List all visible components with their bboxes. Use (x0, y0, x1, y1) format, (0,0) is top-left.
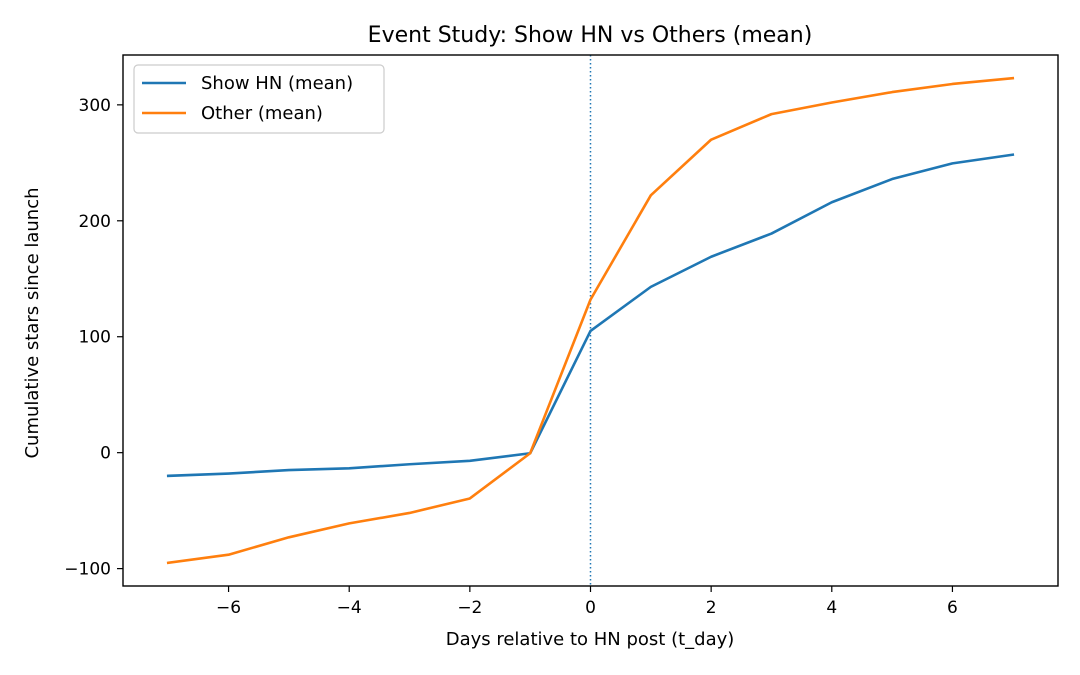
y-tick-label: 300 (79, 96, 111, 116)
y-tick-label: 100 (79, 328, 111, 348)
series-line-show-hn (166, 153, 1015, 478)
x-axis: −6 −4 −2 0 2 4 6 (216, 586, 958, 618)
y-tick-label: 0 (100, 444, 111, 464)
y-axis: −100 0 100 200 300 (64, 96, 123, 580)
x-tick-label: −6 (216, 598, 241, 618)
x-tick-label: 4 (826, 598, 837, 618)
legend-label: Show HN (mean) (201, 73, 353, 94)
y-tick-label: −100 (64, 560, 111, 580)
y-tick-label: 200 (79, 212, 111, 232)
legend-label: Other (mean) (201, 103, 323, 124)
series-layer (166, 76, 1015, 565)
x-tick-label: 0 (585, 598, 596, 618)
x-tick-label: −4 (337, 598, 362, 618)
chart-title: Event Study: Show HN vs Others (mean) (368, 23, 813, 48)
y-axis-label: Cumulative stars since launch (22, 187, 43, 458)
x-tick-label: 2 (706, 598, 717, 618)
legend: Show HN (mean) Other (mean) (133, 64, 385, 134)
x-tick-label: −2 (457, 598, 482, 618)
legend-box (133, 64, 385, 134)
x-tick-label: 6 (947, 598, 958, 618)
series-line-other (166, 76, 1015, 565)
x-axis-label: Days relative to HN post (t_day) (446, 629, 735, 650)
